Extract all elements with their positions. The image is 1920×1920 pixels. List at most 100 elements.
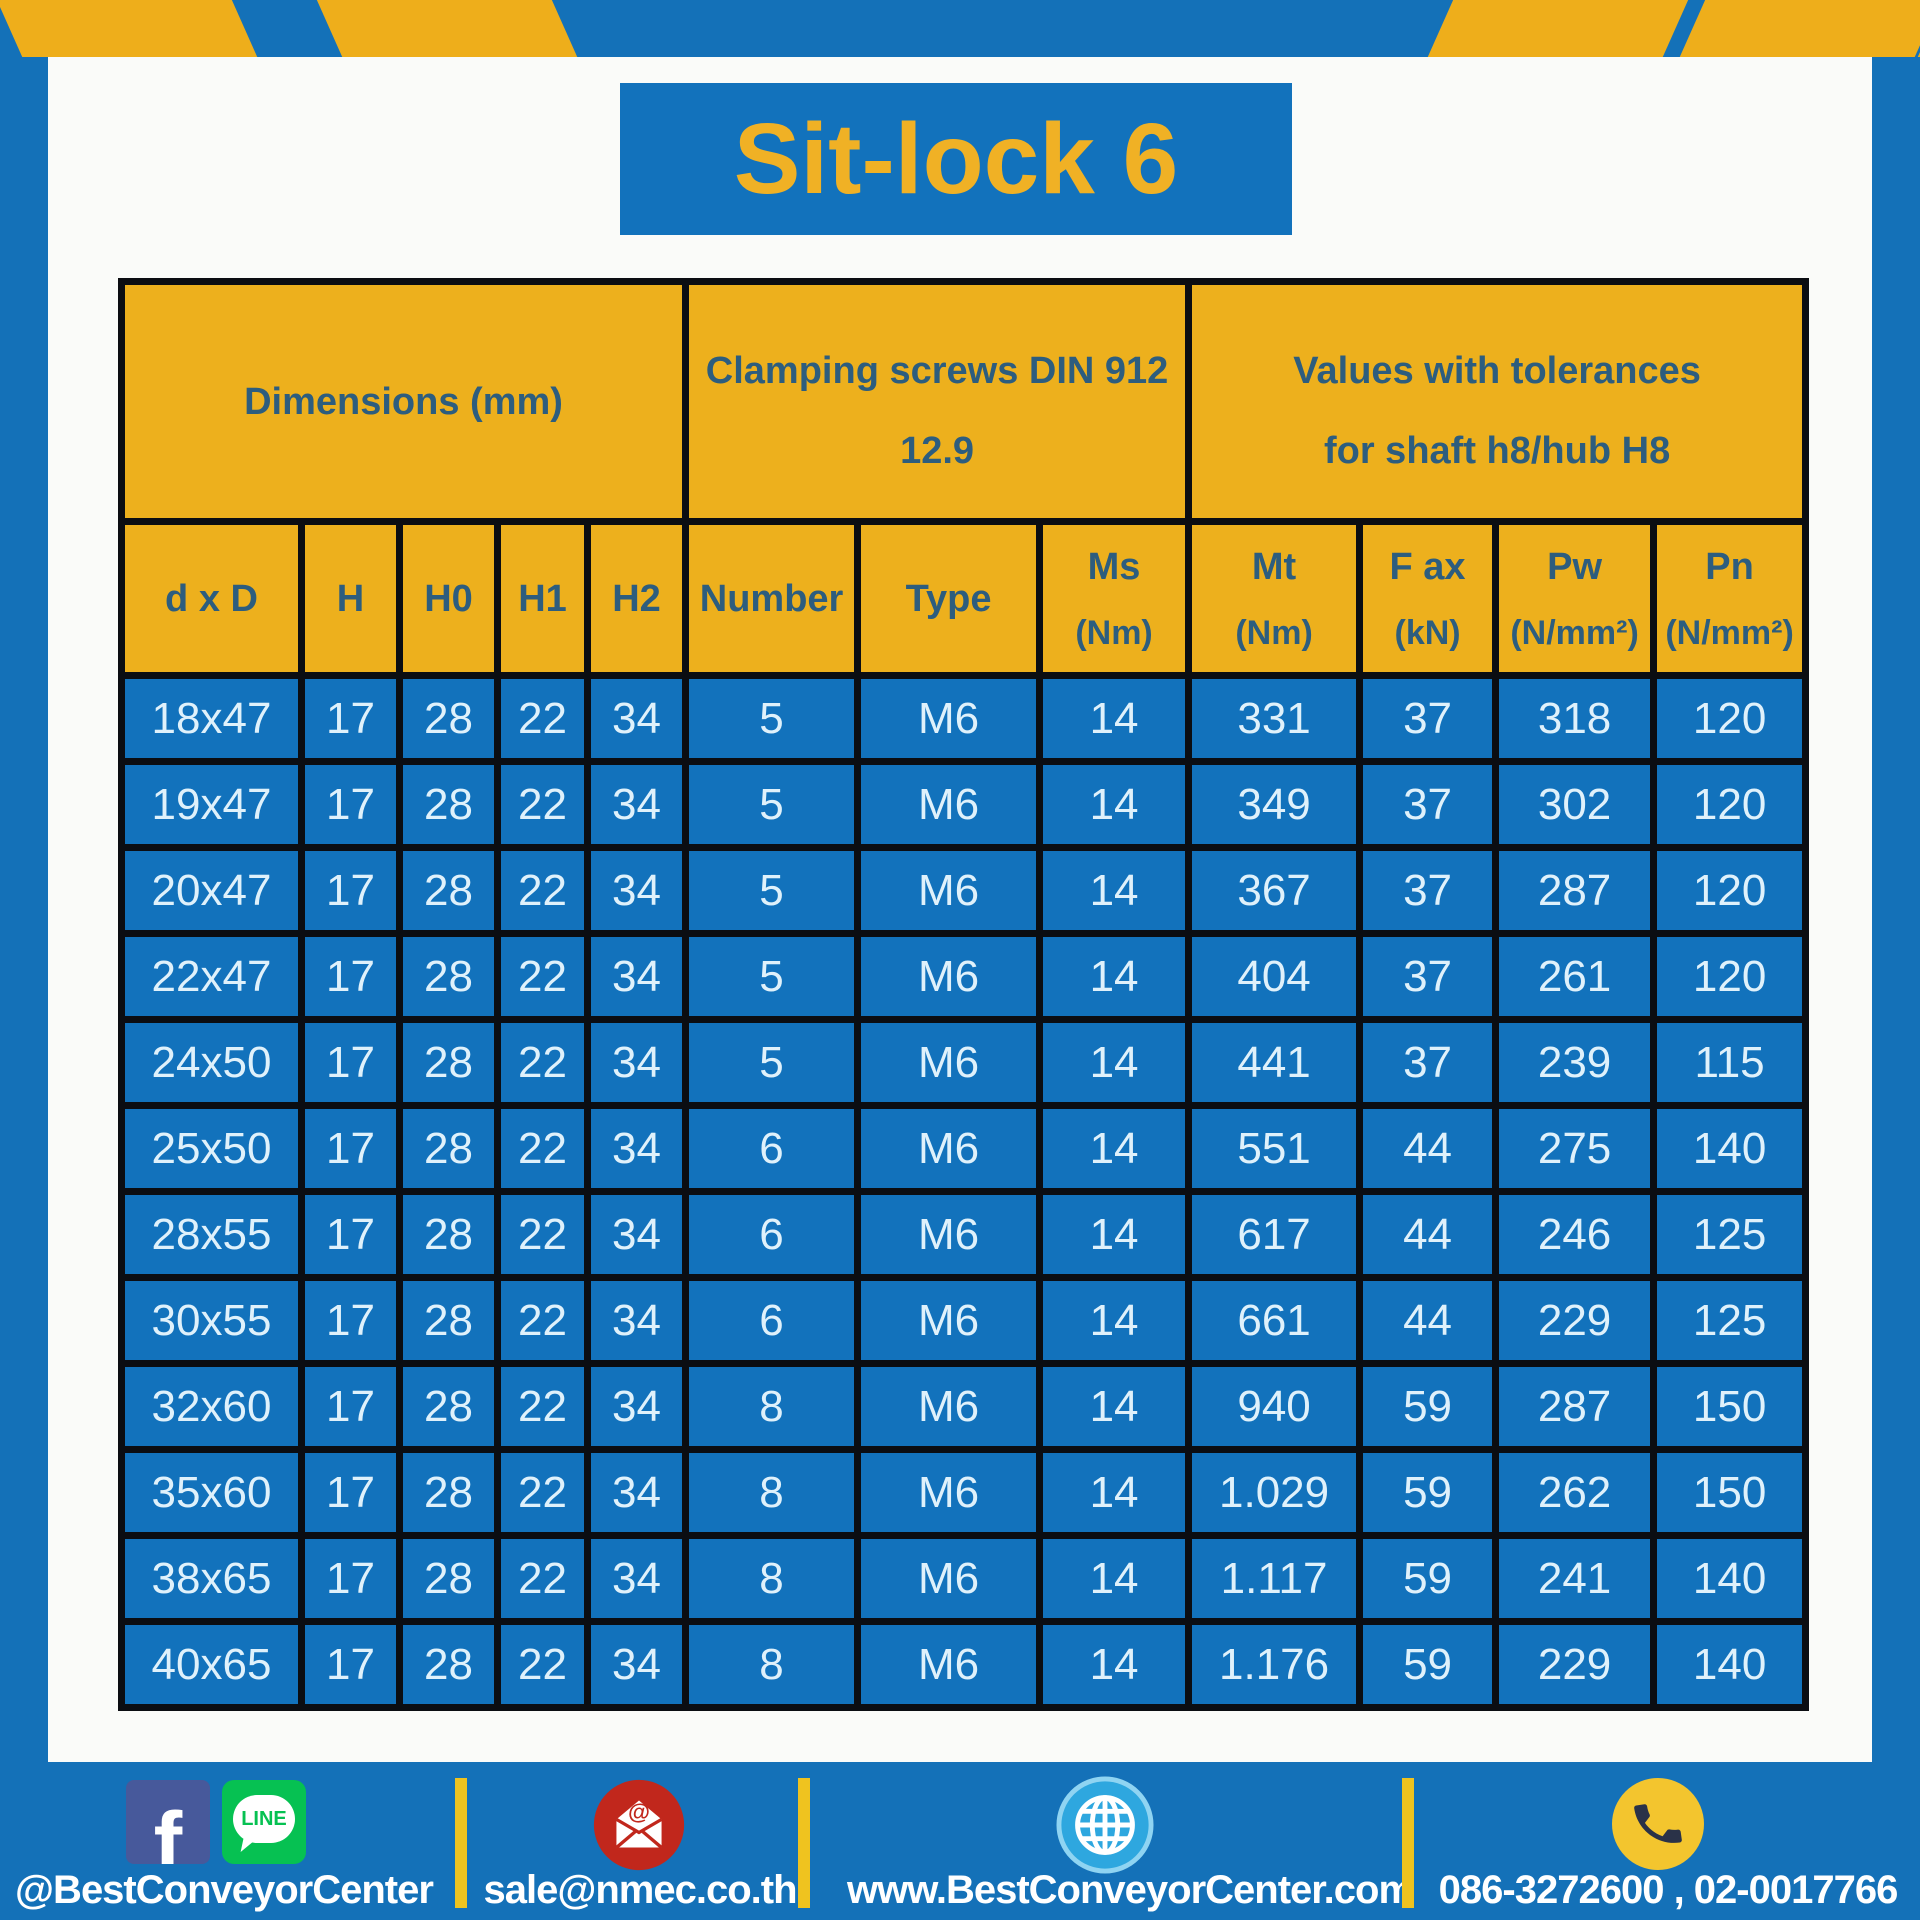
column-header-fax: F ax (kN): [1356, 518, 1500, 679]
table-cell: 940: [1185, 1360, 1364, 1453]
table-cell: 28: [396, 1360, 501, 1453]
table-cell: M6: [854, 1532, 1044, 1625]
email-icon: @: [593, 1779, 685, 1871]
table-cell: 25x50: [118, 1102, 305, 1195]
table-cell: 287: [1492, 1360, 1658, 1453]
table-row: 32x60 17 28 22 34 8 M6 14 940 59 287 150: [118, 1360, 1810, 1453]
table-cell: 17: [298, 1532, 403, 1625]
page-title: Sit-lock 6: [733, 102, 1179, 215]
table-body: 18x47 17 28 22 34 5 M6 14 331 37 318 120…: [118, 672, 1810, 1711]
table-cell: 229: [1492, 1274, 1658, 1367]
table-cell: 20x47: [118, 844, 305, 937]
table-cell: 22: [494, 758, 591, 851]
table-cell: M6: [854, 1618, 1044, 1711]
table-cell: 140: [1650, 1618, 1810, 1711]
table-cell: 14: [1036, 1618, 1193, 1711]
table-cell: 32x60: [118, 1360, 305, 1453]
table-cell: 28: [396, 672, 501, 765]
table-cell: 28: [396, 1016, 501, 1109]
table-cell: 241: [1492, 1532, 1658, 1625]
column-header-ms: Ms (Nm): [1036, 518, 1193, 679]
table-cell: 17: [298, 1446, 403, 1539]
table-cell: 14: [1036, 1016, 1193, 1109]
column-header-number: Number: [682, 518, 862, 679]
table-cell: 6: [682, 1188, 862, 1281]
table-cell: 14: [1036, 844, 1193, 937]
table-cell: 14: [1036, 1102, 1193, 1195]
table-row: 24x50 17 28 22 34 5 M6 14 441 37 239 115: [118, 1016, 1810, 1109]
table-cell: 302: [1492, 758, 1658, 851]
table-cell: M6: [854, 1274, 1044, 1367]
table-row: 19x47 17 28 22 34 5 M6 14 349 37 302 120: [118, 758, 1810, 851]
group-header-label: Values with tolerances: [1293, 349, 1701, 392]
table-cell: 40x65: [118, 1618, 305, 1711]
table-cell: M6: [854, 1446, 1044, 1539]
phone-numbers-label: 086-3272600 , 02-0017766: [1438, 1868, 1899, 1912]
table-cell: 246: [1492, 1188, 1658, 1281]
phone-icon: [1612, 1778, 1704, 1870]
table-cell: 6: [682, 1102, 862, 1195]
globe-icon: [1056, 1776, 1154, 1874]
table-cell: 17: [298, 1102, 403, 1195]
table-cell: 38x65: [118, 1532, 305, 1625]
table-row: 18x47 17 28 22 34 5 M6 14 331 37 318 120: [118, 672, 1810, 765]
table-cell: M6: [854, 1188, 1044, 1281]
table-cell: 120: [1650, 930, 1810, 1023]
table-cell: 262: [1492, 1446, 1658, 1539]
group-header-label: Dimensions (mm): [244, 380, 563, 423]
table-cell: 8: [682, 1446, 862, 1539]
hazard-stripe: [0, 0, 262, 57]
table-cell: 28: [396, 758, 501, 851]
table-cell: 150: [1650, 1446, 1810, 1539]
group-header-tolerance-values: Values with tolerances for shaft h8/hub …: [1185, 278, 1810, 525]
column-header-pw: Pw (N/mm²): [1492, 518, 1658, 679]
table-cell: 28x55: [118, 1188, 305, 1281]
table-cell: 8: [682, 1618, 862, 1711]
table-row: 28x55 17 28 22 34 6 M6 14 617 44 246 125: [118, 1188, 1810, 1281]
column-header-mt: Mt (Nm): [1185, 518, 1364, 679]
table-cell: 318: [1492, 672, 1658, 765]
table-cell: 34: [583, 1102, 690, 1195]
table-cell: 287: [1492, 844, 1658, 937]
table-cell: 28: [396, 1274, 501, 1367]
column-header-h2: H2: [583, 518, 690, 679]
table-cell: 261: [1492, 930, 1658, 1023]
hazard-stripe: [1423, 0, 1692, 57]
table-cell: 22: [494, 672, 591, 765]
table-cell: 17: [298, 672, 403, 765]
table-cell: 5: [682, 1016, 862, 1109]
table-cell: 28: [396, 1532, 501, 1625]
table-cell: 35x60: [118, 1446, 305, 1539]
table-cell: 14: [1036, 1188, 1193, 1281]
table-cell: 617: [1185, 1188, 1364, 1281]
table-cell: 22: [494, 844, 591, 937]
table-row: 20x47 17 28 22 34 5 M6 14 367 37 287 120: [118, 844, 1810, 937]
column-header-pn: Pn (N/mm²): [1650, 518, 1810, 679]
table-cell: M6: [854, 1016, 1044, 1109]
table-cell: 125: [1650, 1274, 1810, 1367]
hazard-stripe: [1675, 0, 1920, 57]
table-cell: 59: [1356, 1360, 1500, 1453]
table-cell: 125: [1650, 1188, 1810, 1281]
table-cell: 1.117: [1185, 1532, 1364, 1625]
table-cell: M6: [854, 930, 1044, 1023]
table-cell: M6: [854, 672, 1044, 765]
table-cell: 22: [494, 1016, 591, 1109]
table-row: 35x60 17 28 22 34 8 M6 14 1.029 59 262 1…: [118, 1446, 1810, 1539]
table-cell: 28: [396, 844, 501, 937]
table-cell: 24x50: [118, 1016, 305, 1109]
table-cell: 551: [1185, 1102, 1364, 1195]
website-label: www.BestConveyorCenter.com: [846, 1868, 1414, 1912]
table-group-header-row: Dimensions (mm) Clamping screws DIN 912 …: [117, 278, 1810, 525]
table-cell: 150: [1650, 1360, 1810, 1453]
table-cell: 6: [682, 1274, 862, 1367]
column-header-h: H: [298, 518, 403, 679]
table-cell: 140: [1650, 1532, 1810, 1625]
table-cell: 28: [396, 1618, 501, 1711]
table-cell: 404: [1185, 930, 1364, 1023]
title-box: Sit-lock 6: [620, 83, 1292, 235]
table-cell: 28: [396, 930, 501, 1023]
table-cell: 22x47: [118, 930, 305, 1023]
table-cell: 17: [298, 1274, 403, 1367]
table-row: 25x50 17 28 22 34 6 M6 14 551 44 275 140: [118, 1102, 1810, 1195]
